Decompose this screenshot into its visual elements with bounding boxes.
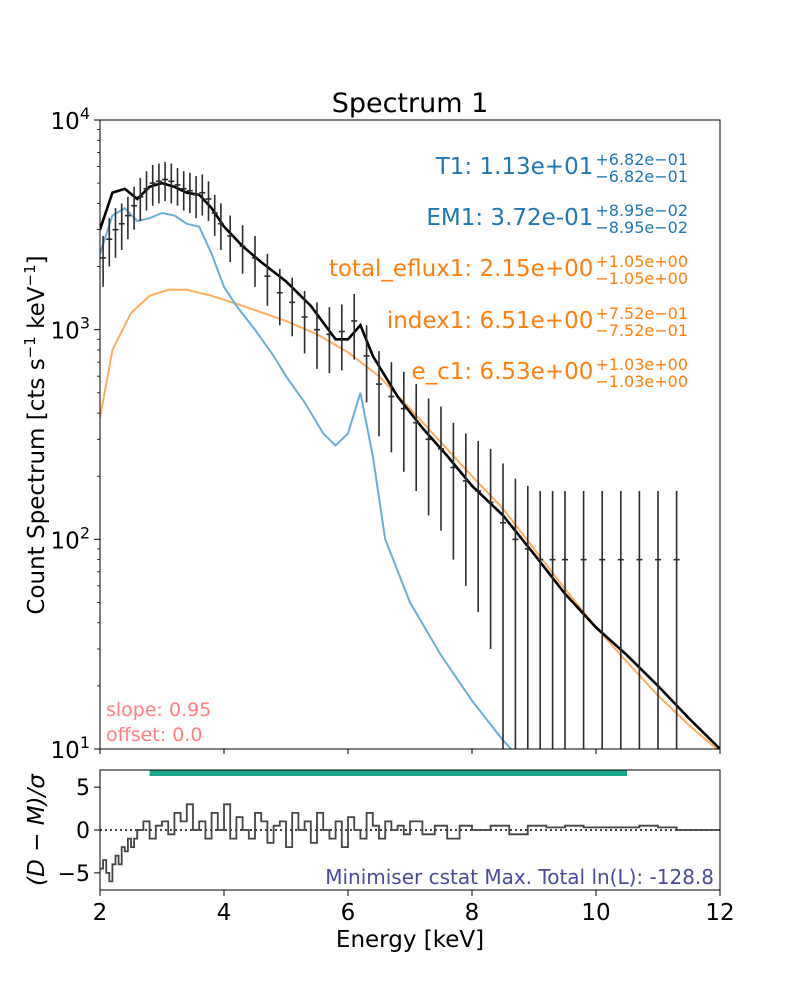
x-tick-label: 12 bbox=[705, 900, 734, 926]
annotation-T1-upper-error: +6.82e−01 bbox=[595, 150, 688, 169]
residuals-panel: −5 0 5 2 4 6 8 10 12 Minimiser cstat Max. Total … bbox=[24, 769, 735, 953]
residual-y-tick-label: −5 bbox=[58, 862, 90, 887]
spectrum-axes-frame bbox=[99, 119, 721, 750]
annotation-e_c1-value: e_c1: 6.53e+00 bbox=[411, 359, 593, 385]
y-tick-label: 101 bbox=[51, 733, 90, 764]
annotation-EM1-upper-error: +8.95e−02 bbox=[595, 201, 688, 220]
y-tick-label: 103 bbox=[51, 314, 90, 345]
annotation-index1-upper-error: +7.52e−01 bbox=[595, 304, 688, 323]
residual-y-tick-label: 0 bbox=[76, 819, 90, 844]
x-tick-label: 6 bbox=[341, 900, 356, 926]
ylabel-end: ] bbox=[24, 255, 50, 264]
gain-slope-label: slope: 0.95 bbox=[106, 699, 211, 721]
x-tick-label: 2 bbox=[93, 900, 108, 926]
ylabel-exp2: −1 bbox=[21, 264, 39, 286]
annotation-index1-lower-error: −7.52e−01 bbox=[595, 321, 688, 340]
residual-y-tick-label: 5 bbox=[76, 776, 90, 801]
annotation-EM1-value: EM1: 3.72e-01 bbox=[426, 205, 593, 231]
chart-title: Spectrum 1 bbox=[332, 88, 489, 119]
x-tick-label: 4 bbox=[217, 900, 232, 926]
annotation-total_eflux1-upper-error: +1.05e+00 bbox=[595, 252, 688, 271]
annotation-T1-lower-error: −6.82e−01 bbox=[595, 167, 688, 186]
y-tick-label: 104 bbox=[51, 104, 90, 135]
residuals-y-axis-label: (D − M)/σ bbox=[24, 773, 50, 886]
annotation-total_eflux1-value: total_eflux1: 2.15e+00 bbox=[329, 256, 594, 282]
annotation-total_eflux1-lower-error: −1.05e+00 bbox=[595, 269, 688, 288]
ylabel-main: Count Spectrum [cts s bbox=[24, 358, 50, 614]
x-axis-label: Energy [keV] bbox=[336, 927, 484, 953]
annotation-T1-value: T1: 1.13e+01 bbox=[435, 154, 594, 180]
annotation-e_c1-upper-error: +1.03e+00 bbox=[595, 355, 688, 374]
residuals-step-line bbox=[100, 803, 720, 883]
series-thermal-component-line bbox=[100, 206, 513, 749]
x-tick-label: 8 bbox=[465, 900, 480, 926]
minimiser-stat-label: Minimiser cstat Max. Total ln(L): -128.8 bbox=[325, 865, 714, 889]
gain-offset-label: offset: 0.0 bbox=[106, 724, 202, 746]
annotation-EM1-lower-error: −8.95e−02 bbox=[595, 218, 688, 237]
fit-range-bar bbox=[149, 770, 627, 776]
annotation-index1-value: index1: 6.51e+00 bbox=[387, 308, 594, 334]
spectrum-y-axis-label: Count Spectrum [cts s−1 keV−1] bbox=[21, 255, 50, 614]
annotation-e_c1-lower-error: −1.03e+00 bbox=[595, 372, 688, 391]
y-tick-label: 102 bbox=[51, 523, 90, 554]
ylabel-mid: keV bbox=[24, 286, 50, 336]
x-tick-label: 10 bbox=[581, 900, 610, 926]
ylabel-exp1: −1 bbox=[21, 336, 39, 358]
